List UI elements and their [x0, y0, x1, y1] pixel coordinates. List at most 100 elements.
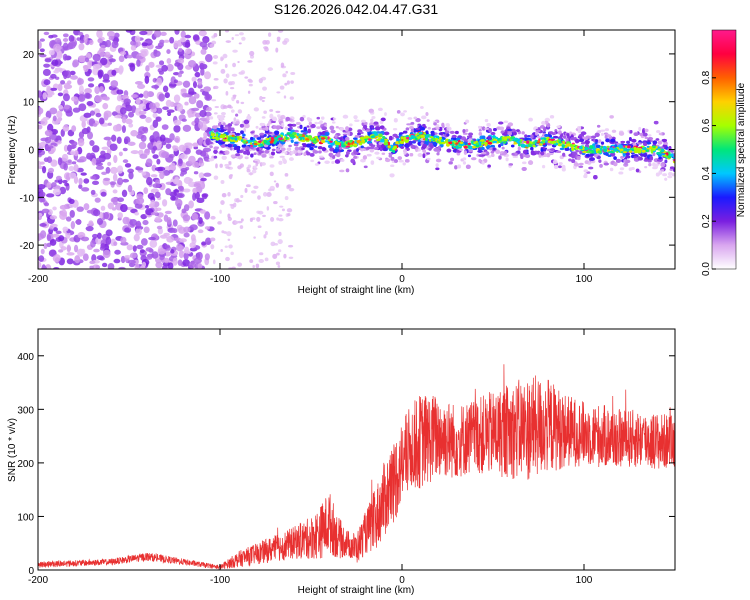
- spectrogram-cell: [68, 198, 75, 205]
- colorbar-tick-label: 0.0: [701, 262, 712, 276]
- spectrogram-cell: [267, 32, 272, 37]
- spectrogram-cell: [512, 155, 518, 159]
- spectrogram-cell: [517, 146, 521, 151]
- spectrogram-cell: [258, 150, 263, 155]
- spectrogram-cell: [199, 41, 208, 48]
- spectrogram-cell: [262, 86, 267, 91]
- spectrogram-cell: [94, 95, 103, 103]
- spectrogram-cell: [577, 126, 582, 130]
- spectrogram-cell: [382, 147, 388, 152]
- spectrogram-cell: [277, 264, 281, 268]
- spectrogram-cell: [134, 211, 140, 216]
- spectrogram-cell: [141, 42, 149, 47]
- spectrogram-cell: [508, 163, 514, 166]
- spectrogram-cell: [161, 151, 170, 159]
- spectrogram-cell: [51, 59, 59, 67]
- spectrogram-cell: [255, 161, 259, 167]
- spectrogram-cell: [233, 136, 237, 139]
- spectrogram-cell: [561, 144, 565, 148]
- spectrogram-cell: [275, 110, 281, 114]
- spectrogram-cell: [145, 65, 150, 72]
- spectrogram-cell: [353, 115, 358, 120]
- spectrogram-cell: [105, 229, 113, 237]
- spectrogram-cell: [283, 136, 287, 141]
- spectrogram-cell: [301, 143, 307, 146]
- spectrogram-cell: [161, 64, 168, 72]
- spectrogram-cell: [571, 154, 575, 159]
- spectrogram-cell: [390, 156, 395, 161]
- spectrogram-cell: [214, 105, 220, 109]
- spectrogram-cell: [260, 143, 264, 147]
- spectrogram-cell: [354, 119, 360, 123]
- spectrogram-cell: [475, 142, 479, 145]
- spectrogram-cell: [633, 146, 637, 151]
- spectrogram-cell: [213, 32, 218, 38]
- spectrogram-cell: [261, 127, 267, 131]
- spectrogram-cell: [220, 249, 223, 252]
- spectrogram-cell: [626, 140, 631, 145]
- spectrogram-cell: [388, 154, 392, 158]
- spectrogram-cell: [124, 254, 132, 259]
- spectrogram-cell: [179, 173, 185, 177]
- spectrogram-cell: [543, 127, 547, 132]
- spectrogram-cell: [379, 125, 385, 130]
- spectrogram-cell: [410, 145, 416, 149]
- spectrogram-cell: [421, 115, 427, 120]
- spectrogram-cell: [671, 173, 675, 177]
- spectrogram-cell: [281, 122, 285, 128]
- spectrogram-cell: [129, 252, 137, 259]
- spectrogram-cell: [269, 171, 274, 177]
- spectrogram-cell: [150, 174, 158, 178]
- spectrogram-cell: [257, 195, 261, 200]
- spectrogram-cell: [225, 91, 229, 96]
- spectrogram-cell: [135, 55, 144, 60]
- spectrogram-cell: [177, 259, 183, 266]
- spectrogram-cell: [278, 214, 283, 217]
- spectrogram-cell: [63, 163, 68, 171]
- spectrogram-cell: [650, 148, 653, 153]
- snr-y-tick-label: 100: [17, 512, 34, 523]
- spectrogram-cell: [138, 126, 147, 135]
- spectrogram-cell: [163, 166, 172, 172]
- spectrogram-cell: [99, 57, 108, 66]
- spectrogram-cell: [417, 141, 422, 146]
- spectrogram-cell: [53, 43, 62, 53]
- spectrogram-cell: [117, 177, 124, 186]
- spectrogram-cell: [101, 171, 108, 175]
- spectrogram-cell: [303, 152, 307, 156]
- spectrogram-cell: [176, 103, 184, 112]
- spectrogram-cell: [143, 187, 149, 195]
- spectrogram-cell: [174, 30, 180, 35]
- spectrogram-cell: [227, 104, 232, 109]
- spectrogram-cell: [50, 159, 58, 167]
- spectrogram-cell: [43, 31, 50, 36]
- spectrogram-cell: [178, 144, 187, 152]
- spectrogram-cell: [191, 76, 197, 82]
- spectrogram-cell: [269, 156, 274, 159]
- spectrogram-cell: [156, 158, 161, 165]
- spectrogram-cell: [220, 57, 225, 60]
- spectrogram-cell: [390, 144, 394, 149]
- spectrogram-cell: [220, 68, 226, 74]
- spectrogram-cell: [42, 116, 50, 121]
- spectrogram-cell: [244, 124, 249, 129]
- spectrogram-cell: [311, 139, 315, 142]
- spectrogram-cell: [287, 123, 293, 127]
- spectrogram-cell: [192, 187, 198, 194]
- spectrogram-cell: [53, 227, 58, 232]
- spectrogram-cell: [152, 131, 160, 140]
- spectrogram-cell: [404, 143, 410, 148]
- spectrogram-cell: [285, 116, 291, 122]
- spectrogram-cell: [342, 129, 346, 133]
- spectrogram-cell: [122, 178, 130, 183]
- spectrogram-cell: [130, 150, 139, 155]
- spectrogram-cell: [628, 136, 632, 142]
- spectrogram-cell: [635, 168, 640, 173]
- spectrogram-cell: [390, 164, 395, 168]
- spectrogram-cell: [110, 89, 119, 95]
- spectrogram-cell: [41, 166, 47, 174]
- spectrogram-cell: [109, 143, 118, 152]
